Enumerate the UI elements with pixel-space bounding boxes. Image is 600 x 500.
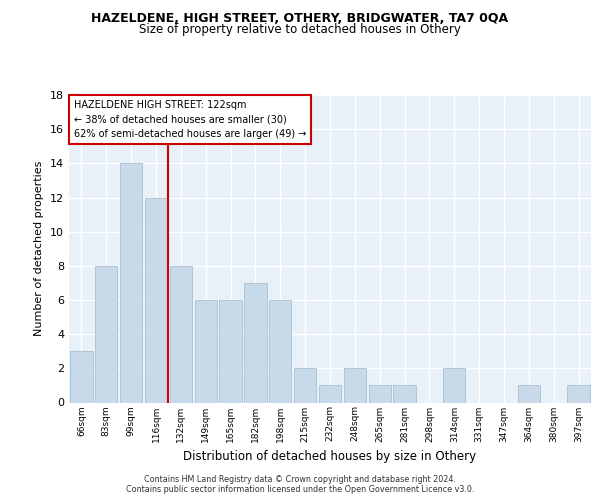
Bar [294, 368, 316, 402]
Bar [95, 266, 118, 402]
Text: Size of property relative to detached houses in Othery: Size of property relative to detached ho… [139, 22, 461, 36]
Bar [220, 300, 242, 402]
Text: HAZELDENE HIGH STREET: 122sqm
← 38% of detached houses are smaller (30)
62% of s: HAZELDENE HIGH STREET: 122sqm ← 38% of d… [74, 100, 307, 139]
Bar [170, 266, 192, 402]
Bar [70, 351, 92, 403]
Bar [518, 386, 540, 402]
Bar [319, 386, 341, 402]
X-axis label: Distribution of detached houses by size in Othery: Distribution of detached houses by size … [184, 450, 476, 463]
Bar [244, 283, 266, 403]
Text: Contains HM Land Registry data © Crown copyright and database right 2024.
Contai: Contains HM Land Registry data © Crown c… [126, 474, 474, 494]
Bar [194, 300, 217, 402]
Bar [120, 164, 142, 402]
Y-axis label: Number of detached properties: Number of detached properties [34, 161, 44, 336]
Bar [568, 386, 590, 402]
Bar [443, 368, 466, 402]
Text: HAZELDENE, HIGH STREET, OTHERY, BRIDGWATER, TA7 0QA: HAZELDENE, HIGH STREET, OTHERY, BRIDGWAT… [91, 12, 509, 26]
Bar [269, 300, 292, 402]
Bar [344, 368, 366, 402]
Bar [394, 386, 416, 402]
Bar [368, 386, 391, 402]
Bar [145, 198, 167, 402]
